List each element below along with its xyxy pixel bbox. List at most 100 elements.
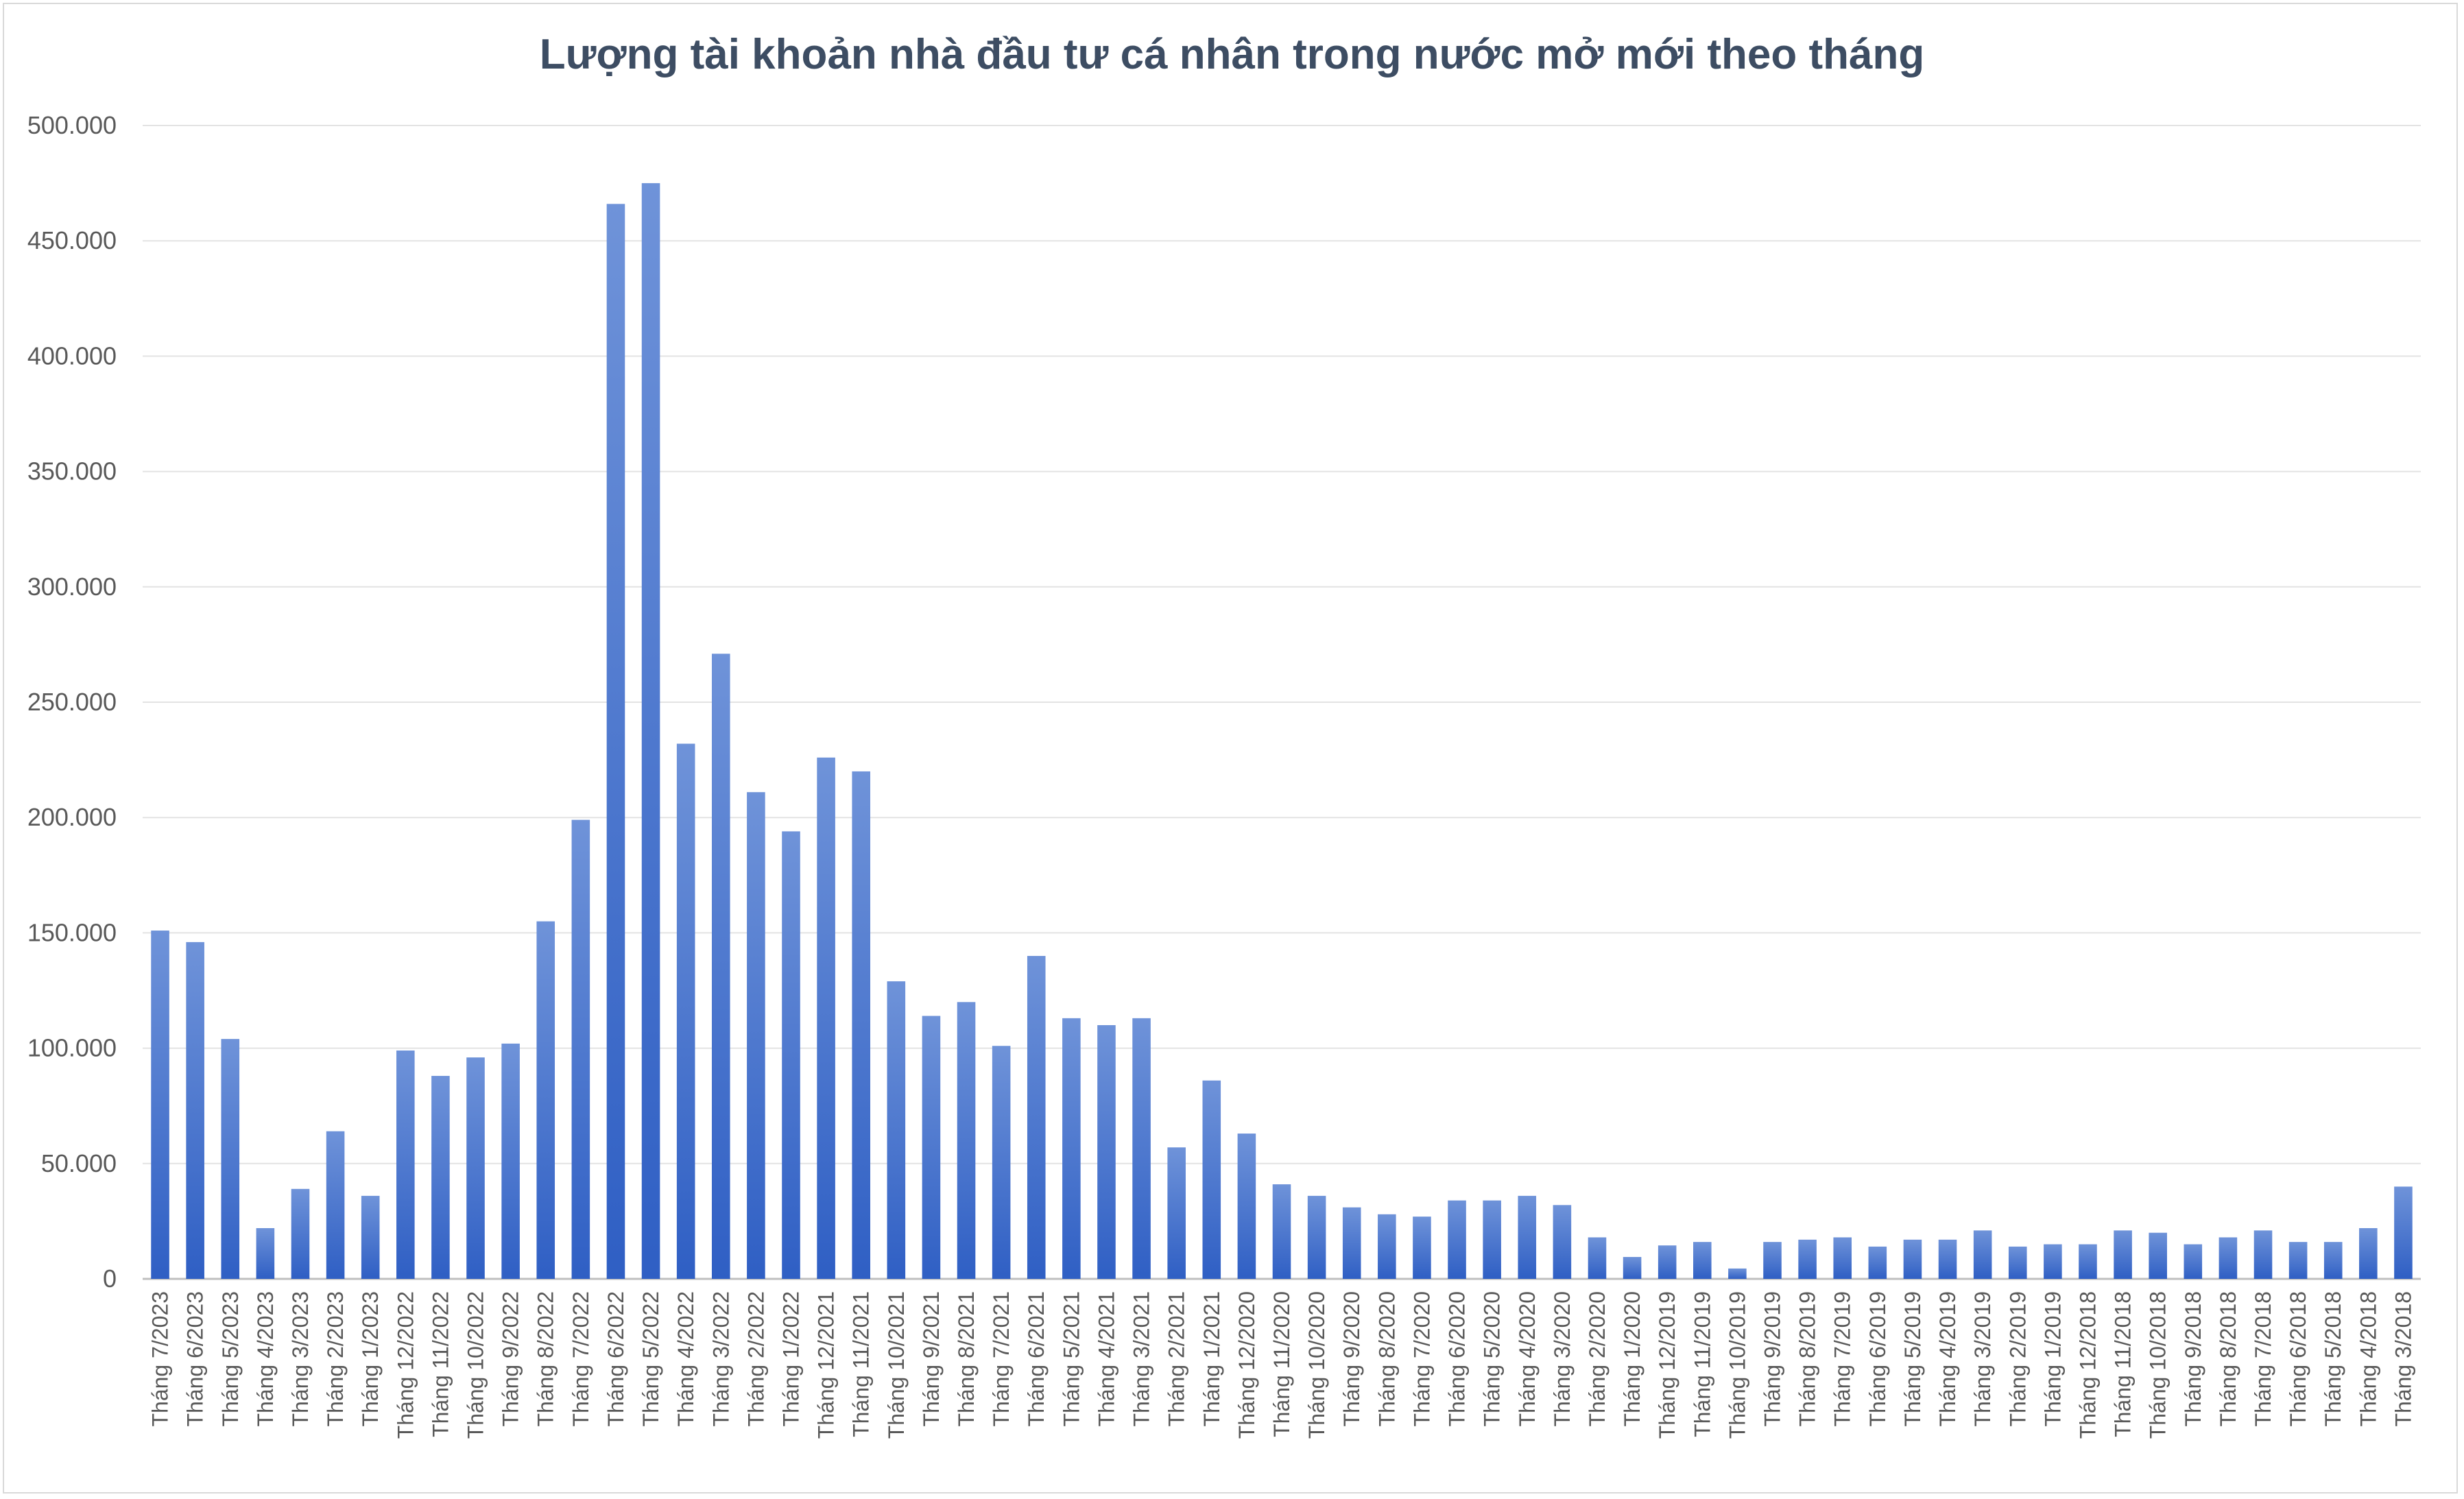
x-tick-label: Tháng 2/2022 [743, 1291, 768, 1427]
bar [2044, 1244, 2062, 1279]
bar [2114, 1230, 2132, 1279]
bar [466, 1057, 485, 1279]
x-tick-label: Tháng 8/2020 [1374, 1291, 1399, 1426]
x-tick-label: Tháng 10/2019 [1725, 1291, 1749, 1439]
x-tick-label: Tháng 12/2021 [814, 1291, 839, 1439]
bar [1027, 956, 1046, 1279]
bar [2323, 1242, 2343, 1279]
x-tick-label: Tháng 9/2018 [2181, 1291, 2205, 1427]
bar [2253, 1230, 2273, 1279]
x-tick-label: Tháng 7/2023 [148, 1291, 173, 1427]
y-tick-label: 50.000 [41, 1149, 117, 1177]
bar [817, 757, 835, 1279]
x-tick-label: Tháng 5/2020 [1480, 1291, 1505, 1427]
bar [2394, 1186, 2413, 1279]
bar [1728, 1268, 1747, 1279]
x-tick-label: Tháng 10/2020 [1304, 1291, 1329, 1439]
y-tick-label: 350.000 [27, 457, 117, 485]
bar [1413, 1216, 1431, 1279]
bar [676, 743, 695, 1279]
x-tick-label: Tháng 10/2021 [884, 1291, 909, 1439]
x-tick-label: Tháng 9/2021 [919, 1291, 944, 1427]
x-tick-label: Tháng 3/2019 [1970, 1291, 1995, 1427]
x-tick-label: Tháng 9/2019 [1760, 1291, 1785, 1427]
bar [1307, 1195, 1326, 1279]
x-tick-label: Tháng 4/2018 [2356, 1291, 2380, 1427]
x-tick-label: Tháng 7/2019 [1830, 1291, 1855, 1427]
bar [151, 931, 169, 1279]
y-tick-label: 200.000 [27, 803, 117, 831]
x-tick-label: Tháng 7/2018 [2251, 1291, 2275, 1427]
x-tick-label: Tháng 8/2022 [534, 1291, 558, 1427]
bar [1763, 1242, 1782, 1279]
x-tick-label: Tháng 6/2023 [183, 1291, 208, 1427]
x-axis-ticks: Tháng 7/2023 Tháng 6/2023 Tháng 5/2023 Thán… [148, 1291, 2416, 1439]
x-tick-label: Tháng 5/2023 [218, 1291, 243, 1427]
x-tick-label: Tháng 12/2019 [1655, 1291, 1679, 1439]
x-tick-label: Tháng 12/2022 [393, 1291, 418, 1439]
x-tick-label: Tháng 7/2020 [1409, 1291, 1434, 1427]
x-tick-label: Tháng 6/2020 [1445, 1291, 1470, 1427]
x-tick-label: Tháng 12/2018 [2075, 1291, 2100, 1439]
x-tick-label: Tháng 1/2019 [2040, 1291, 2065, 1427]
bar [887, 981, 906, 1279]
bar [1378, 1214, 1396, 1279]
bar [1868, 1246, 1887, 1279]
bar [431, 1075, 450, 1279]
bar [326, 1131, 345, 1279]
bar [1833, 1237, 1852, 1279]
x-tick-label: Tháng 5/2022 [638, 1291, 663, 1427]
x-tick-label: Tháng 4/2019 [1935, 1291, 1960, 1427]
x-tick-label: Tháng 1/2023 [358, 1291, 383, 1427]
bar [1202, 1080, 1221, 1279]
bar [1342, 1207, 1361, 1279]
x-tick-label: Tháng 1/2020 [1620, 1291, 1644, 1427]
y-tick-label: 250.000 [27, 688, 117, 716]
bar [957, 1002, 976, 1279]
x-tick-label: Tháng 6/2019 [1865, 1291, 1890, 1427]
bar [1903, 1239, 1922, 1279]
x-tick-label: Tháng 5/2019 [1900, 1291, 1925, 1427]
bar [1973, 1230, 1992, 1279]
bar [2184, 1244, 2203, 1279]
x-tick-label: Tháng 2/2020 [1585, 1291, 1610, 1427]
bar [536, 921, 555, 1279]
x-tick-label: Tháng 11/2018 [2111, 1291, 2136, 1437]
bar [1272, 1184, 1291, 1279]
bar [1132, 1018, 1151, 1279]
x-tick-label: Tháng 8/2019 [1795, 1291, 1820, 1427]
bar [2359, 1227, 2378, 1279]
bar [186, 942, 204, 1279]
bar [2288, 1242, 2308, 1279]
bar [361, 1195, 380, 1279]
bar [1938, 1239, 1957, 1279]
x-tick-label: Tháng 11/2022 [428, 1291, 453, 1437]
bar [1588, 1237, 1607, 1279]
x-tick-label: Tháng 7/2022 [569, 1291, 593, 1427]
x-tick-label: Tháng 10/2018 [2146, 1291, 2170, 1439]
bar [1167, 1147, 1186, 1279]
chart-title: Lượng tài khoản nhà đầu tư cá nhân trong… [539, 31, 1925, 78]
bars [151, 183, 2413, 1280]
bar [1097, 1024, 1116, 1279]
bar [606, 204, 625, 1280]
bar [711, 653, 730, 1279]
bar [2079, 1244, 2097, 1279]
bar [2008, 1246, 2027, 1279]
y-tick-label: 500.000 [27, 111, 117, 139]
bar [747, 792, 765, 1279]
bar [1062, 1018, 1081, 1279]
x-tick-label: Tháng 5/2018 [2321, 1291, 2345, 1427]
bar [1553, 1205, 1572, 1279]
bar [396, 1050, 415, 1279]
bar [922, 1016, 941, 1279]
x-tick-label: Tháng 3/2022 [708, 1291, 733, 1427]
x-tick-label: Tháng 11/2019 [1690, 1291, 1714, 1437]
x-tick-label: Tháng 4/2022 [673, 1291, 698, 1427]
bar [1518, 1195, 1537, 1279]
x-tick-label: Tháng 1/2021 [1199, 1291, 1224, 1427]
x-tick-label: Tháng 8/2018 [2216, 1291, 2240, 1427]
x-tick-label: Tháng 1/2022 [778, 1291, 803, 1427]
bar [641, 183, 660, 1280]
